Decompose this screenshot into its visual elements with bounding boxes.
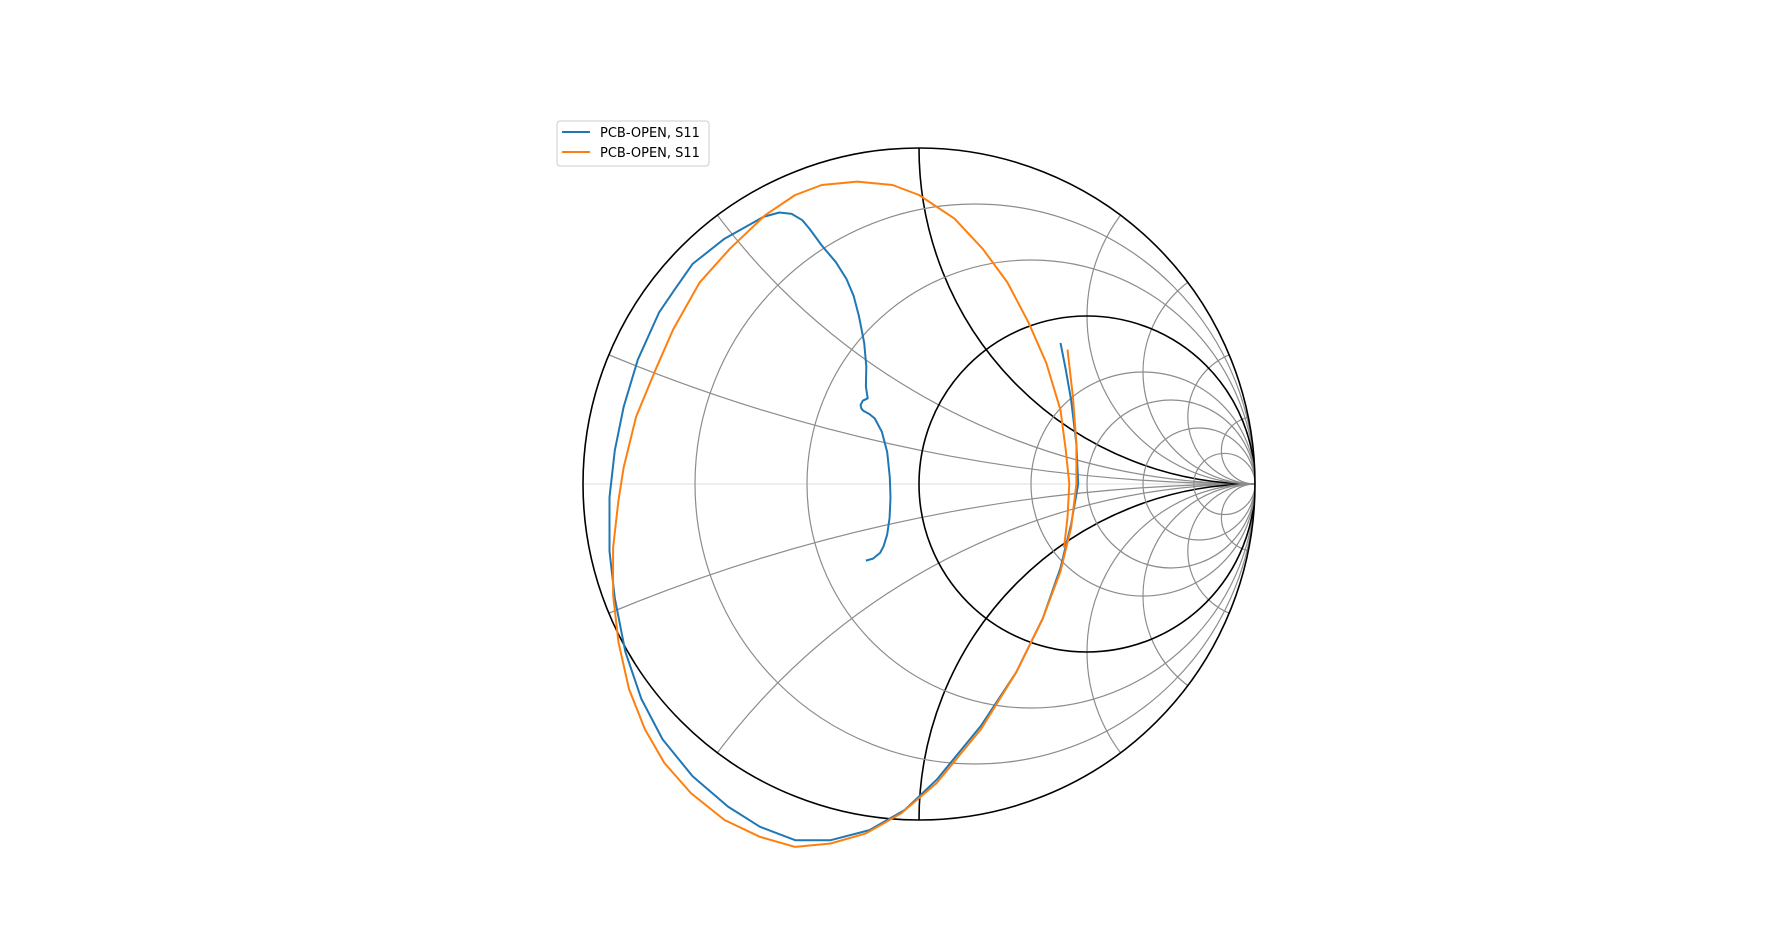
reactance-arc-neg-1 bbox=[918, 483, 1255, 820]
trace-1 bbox=[612, 180, 1078, 848]
reactance-arc-neg-10 bbox=[1220, 483, 1255, 552]
resistance-circle-1 bbox=[918, 315, 1255, 653]
resistance-circle-3 bbox=[1086, 399, 1255, 569]
reactance-arc-neg-5 bbox=[1187, 483, 1255, 619]
reactance-arc-pos-5 bbox=[1187, 348, 1255, 485]
reactance-arc-pos-10 bbox=[1220, 416, 1255, 485]
reactance-arc-pos-2 bbox=[1086, 148, 1255, 485]
reactance-arc-pos-0.5 bbox=[583, 148, 1255, 485]
legend: PCB-OPEN, S11 PCB-OPEN, S11 bbox=[556, 120, 710, 167]
legend-entry-1: PCB-OPEN, S11 bbox=[600, 146, 700, 161]
smith-traces bbox=[608, 180, 1080, 848]
trace-0 bbox=[608, 211, 1080, 842]
legend-entry-0: PCB-OPEN, S11 bbox=[600, 126, 700, 141]
reactance-arc-neg-3 bbox=[1142, 483, 1255, 709]
reactance-arc-pos-0.2 bbox=[583, 148, 1255, 485]
resistance-circle-0.5 bbox=[806, 259, 1255, 709]
resistance-circle-5 bbox=[1142, 427, 1255, 541]
reactance-arc-neg-2 bbox=[1086, 483, 1255, 820]
reactance-arc-neg-0.5 bbox=[583, 483, 1255, 820]
legend-box bbox=[556, 120, 710, 167]
resistance-circle-0.2 bbox=[694, 203, 1255, 765]
reactance-arc-pos-1 bbox=[918, 148, 1255, 485]
reactance-arc-pos-3 bbox=[1142, 259, 1255, 485]
resistance-circle-10 bbox=[1193, 452, 1255, 516]
resistance-circle-0 bbox=[582, 147, 1256, 821]
resistance-circle-2 bbox=[1030, 371, 1255, 597]
reactance-arc-neg-0.2 bbox=[583, 483, 1255, 820]
